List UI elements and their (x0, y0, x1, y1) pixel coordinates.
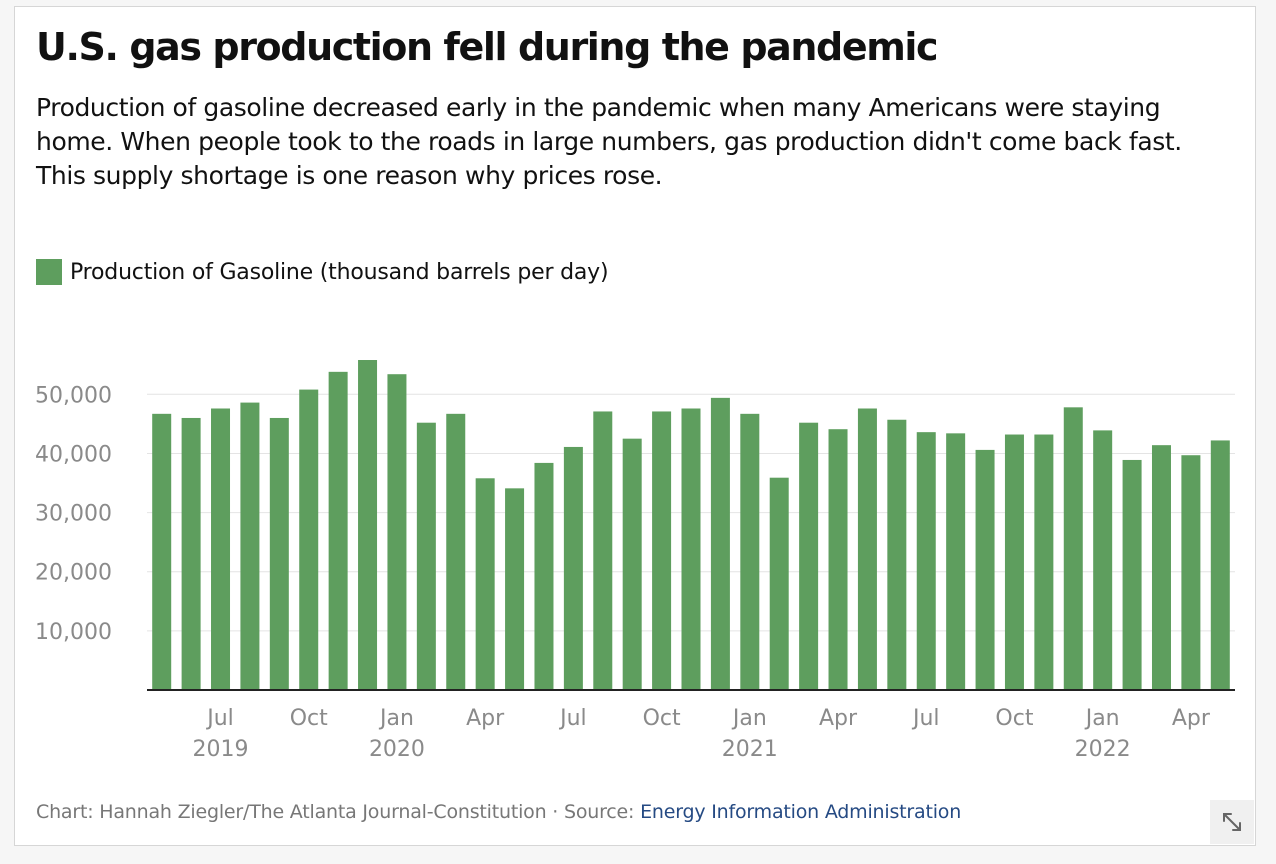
x-tick-label: Oct (643, 706, 681, 731)
bar (211, 408, 231, 690)
bar (181, 417, 201, 690)
x-tick-label: Jul (911, 706, 940, 731)
bar (152, 413, 172, 690)
x-tick-label: Apr (1172, 706, 1211, 731)
bar (740, 413, 760, 690)
bar (299, 389, 319, 690)
x-tick-label: Apr (466, 706, 505, 731)
bar (1151, 445, 1171, 690)
x-tick-label: Oct (995, 706, 1033, 731)
bar (563, 446, 583, 690)
x-tick-year-label: 2021 (722, 737, 778, 762)
bar (387, 374, 407, 690)
bar (475, 478, 495, 690)
source-link[interactable]: Energy Information Administration (640, 801, 962, 823)
bar (652, 411, 672, 690)
legend-swatch (36, 259, 62, 285)
legend: Production of Gasoline (thousand barrels… (36, 259, 609, 285)
bar (887, 419, 907, 690)
x-tick-year-label: 2022 (1075, 737, 1131, 762)
bar (416, 422, 436, 690)
bar-chart: 10,000 20,000 30,000 40,000 50,000 Jul 2019 Oct… (35, 360, 1235, 762)
x-tick-label: Apr (819, 706, 858, 731)
x-tick-year-label: 2020 (369, 737, 425, 762)
expand-arrows-icon (1223, 813, 1241, 831)
x-tick-label: Jan (731, 706, 767, 731)
bar (328, 371, 348, 690)
x-tick-label: Jan (378, 706, 414, 731)
bar (1093, 430, 1113, 690)
legend-label: Production of Gasoline (thousand barrels… (70, 259, 609, 285)
bar (269, 417, 289, 690)
x-tick-label: Jul (205, 706, 234, 731)
y-tick-label: 20,000 (35, 561, 112, 586)
bar (240, 402, 260, 690)
bar (1210, 440, 1230, 690)
x-tick-label: Jan (1084, 706, 1120, 731)
bar (446, 413, 466, 690)
y-tick-label: 40,000 (35, 442, 112, 467)
bar (916, 432, 936, 690)
bar (358, 360, 378, 690)
bar (534, 462, 554, 690)
bar (622, 438, 642, 690)
expand-button[interactable] (1210, 800, 1254, 844)
chart-card: U.S. gas production fell during the pand… (14, 6, 1256, 846)
bar (799, 422, 819, 690)
bar (681, 408, 701, 690)
bar (1063, 407, 1083, 690)
bar (975, 449, 995, 690)
y-tick-label: 10,000 (35, 620, 112, 645)
bar (1004, 434, 1024, 690)
chart-credit: Chart: Hannah Ziegler/The Atlanta Journa… (36, 801, 547, 823)
chart-title: U.S. gas production fell during the pand… (36, 25, 939, 69)
bar (1181, 455, 1201, 690)
bar (593, 411, 613, 690)
y-tick-label: 30,000 (35, 502, 112, 527)
footer-separator: · (546, 801, 564, 823)
bar (946, 433, 966, 690)
bar (857, 408, 877, 690)
chart-footer: Chart: Hannah Ziegler/The Atlanta Journa… (36, 801, 961, 823)
bar (710, 397, 730, 690)
chart-subtitle: Production of gasoline decreased early i… (36, 93, 1182, 190)
x-tick-year-label: 2019 (193, 737, 249, 762)
bar (505, 488, 525, 690)
y-tick-label: 50,000 (35, 383, 112, 408)
bar (769, 477, 789, 690)
bar (1122, 459, 1142, 690)
bar (1034, 434, 1054, 690)
source-prefix: Source: (563, 801, 641, 823)
x-tick-label: Oct (290, 706, 328, 731)
bar (828, 429, 848, 690)
x-tick-label: Jul (558, 706, 587, 731)
